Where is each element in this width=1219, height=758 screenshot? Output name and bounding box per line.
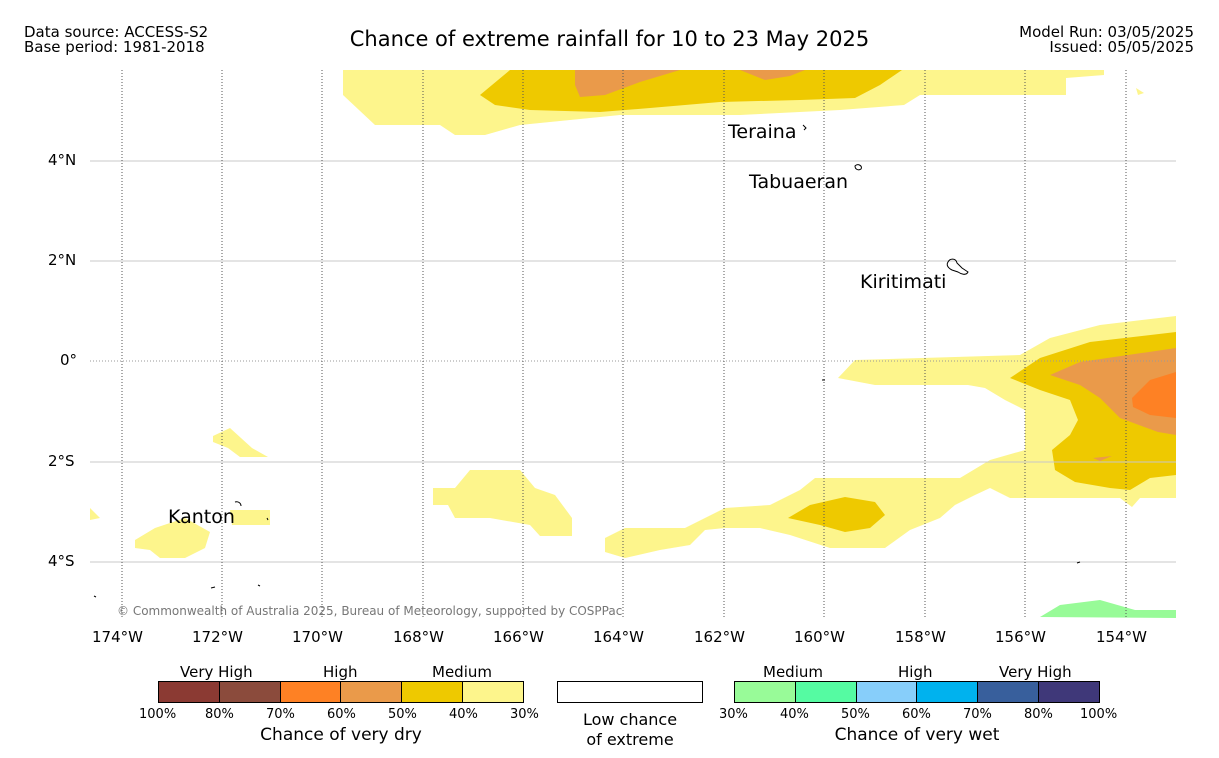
dry-swatch-2: [218, 682, 280, 702]
lat-label-4n: 4°N: [48, 151, 77, 169]
base-period-text: Base period: 1981-2018: [24, 38, 205, 56]
island-outlines: [93, 124, 1081, 598]
dry-swatch-3: [279, 682, 341, 702]
dry-tick-70: 70%: [266, 707, 295, 722]
reef-islet-3: [257, 584, 261, 587]
kanton-island: [234, 501, 242, 507]
wet-swatch-4: [916, 682, 978, 702]
issued-text: Issued: 05/05/2025: [1049, 38, 1194, 56]
dry-30-40-areas: [90, 70, 1176, 558]
dry-40-50-areas: [480, 70, 1176, 532]
tabuaeran-island: [854, 164, 862, 171]
lon-label-164w: 164°W: [593, 628, 644, 646]
north-east-speck: [1136, 88, 1144, 95]
dry-tick-80: 80%: [205, 707, 234, 722]
lon-label-162w: 162°W: [694, 628, 745, 646]
lon-label-158w: 158°W: [895, 628, 946, 646]
lon-label-172w: 172°W: [192, 628, 243, 646]
wet-colorbar: [734, 681, 1100, 703]
wet-tick-70: 70%: [963, 707, 992, 722]
wet-swatch-5: [977, 682, 1039, 702]
reef-islet-4: [93, 595, 97, 598]
wet-legend-caption: Chance of very wet: [834, 725, 1000, 745]
lon-label-156w: 156°W: [995, 628, 1046, 646]
lat-label-2n: 2°N: [48, 251, 77, 269]
dry-swatch-1: [159, 682, 219, 702]
west-small-pale-area: [213, 428, 268, 457]
model-run-text: Model Run: 03/05/2025: [1019, 23, 1194, 41]
place-label-tabuaeran: Tabuaeran: [749, 171, 849, 193]
place-label-kanton: Kanton: [168, 506, 235, 528]
low-chance-box: [557, 681, 703, 703]
south-high-speck: [1093, 456, 1112, 461]
lat-label-0: 0°: [60, 351, 78, 369]
north-high-area-2: [740, 70, 805, 80]
wet-category-medium: Medium: [763, 663, 823, 681]
wet-tick-100: 100%: [1080, 707, 1118, 722]
dry-swatch-4: [340, 682, 402, 702]
lon-label-174w: 174°W: [92, 628, 143, 646]
wet-swatch-1: [735, 682, 795, 702]
wet-tick-30: 30%: [719, 707, 748, 722]
lon-label-166w: 166°W: [493, 628, 544, 646]
kiritimati-island: [946, 258, 969, 275]
data-source-text: Data source: ACCESS-S2: [24, 23, 209, 41]
dry-tick-40: 40%: [449, 707, 478, 722]
map-area: [90, 70, 1176, 618]
dry-legend-caption: Chance of very dry: [260, 725, 422, 745]
south-medium-area: [788, 497, 885, 532]
low-chance-line1: Low chance: [582, 710, 678, 729]
dry-tick-50: 50%: [388, 707, 417, 722]
lon-label-160w: 160°W: [794, 628, 845, 646]
low-chance-line2: of extreme: [586, 730, 674, 749]
teraina-island: [802, 124, 807, 131]
place-label-teraina: Teraina: [728, 121, 797, 143]
place-label-kiritimati: Kiritimati: [860, 271, 947, 293]
dry-tick-60: 60%: [327, 707, 356, 722]
wet-tick-50: 50%: [841, 707, 870, 722]
wet-swatch-6: [1038, 682, 1099, 702]
dry-category-high: High: [323, 663, 358, 681]
copyright-notice: © Commonwealth of Australia 2025, Bureau…: [117, 604, 623, 618]
wet-category-high: High: [898, 663, 933, 681]
dry-tick-30: 30%: [510, 707, 539, 722]
wet-30-40-areas: [1040, 600, 1176, 618]
wet-tick-40: 40%: [780, 707, 809, 722]
dry-colorbar: [158, 681, 524, 703]
longitude-gridlines: [121, 70, 1127, 618]
west-edge-pale-area: [90, 508, 100, 520]
dry-swatch-5: [401, 682, 463, 702]
reef-islet-2: [210, 586, 216, 589]
south-east-wet-area: [1040, 600, 1176, 618]
wet-category-very-high: Very High: [999, 663, 1072, 681]
latitude-gridlines: [90, 160, 1176, 563]
lon-label-170w: 170°W: [292, 628, 343, 646]
kanton-islet: [266, 517, 269, 521]
equator-east-very-high-area: [1132, 372, 1176, 418]
dry-category-medium: Medium: [432, 663, 492, 681]
central-south-pale-area: [433, 470, 572, 536]
lat-label-4s: 4°S: [48, 552, 75, 570]
dry-50-60-areas: [575, 70, 1176, 461]
dry-tick-100: 100%: [139, 707, 177, 722]
kanton-east-pale-area: [230, 510, 270, 525]
dry-category-very-high: Very High: [180, 663, 253, 681]
reef-islet-5: [1076, 561, 1081, 564]
wet-swatch-2: [794, 682, 856, 702]
kanton-pale-area: [135, 518, 210, 558]
lon-label-168w: 168°W: [393, 628, 444, 646]
dry-swatch-6: [462, 682, 523, 702]
wet-tick-60: 60%: [902, 707, 931, 722]
lat-label-2s: 2°S: [48, 452, 75, 470]
lon-label-154w: 154°W: [1096, 628, 1147, 646]
north-high-area-1: [575, 70, 680, 97]
dry-60-70-areas: [1132, 372, 1176, 418]
wet-swatch-3: [855, 682, 917, 702]
equator-east-high-area: [1050, 348, 1176, 435]
wet-tick-80: 80%: [1024, 707, 1053, 722]
map-title: Chance of extreme rainfall for 10 to 23 …: [349, 27, 870, 51]
